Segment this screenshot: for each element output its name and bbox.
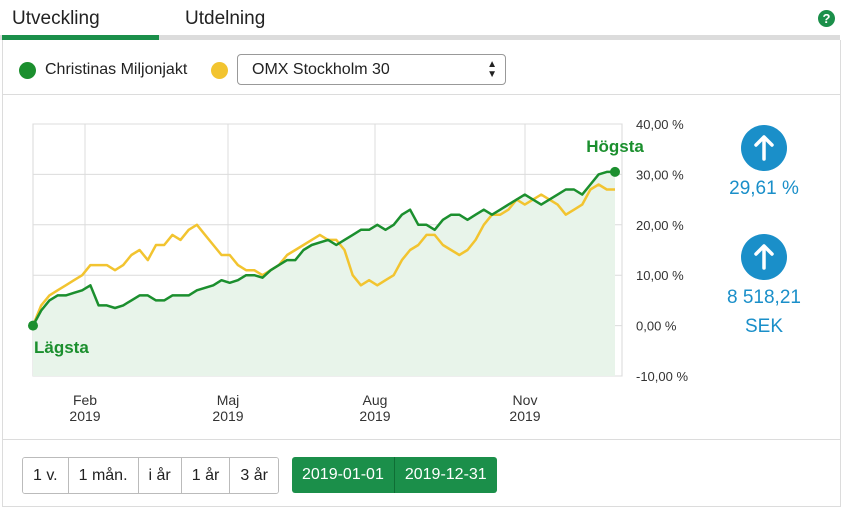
tab-utveckling[interactable]: Utveckling (12, 8, 100, 29)
fund-legend-dot (19, 62, 36, 79)
performance-chart[interactable]: 40,00 % 30,00 % 20,00 % 10,00 % 0,00 % -10,00… (0, 100, 700, 430)
select-arrows-icon: ▲ ▼ (487, 59, 497, 80)
active-tab-indicator (2, 35, 159, 40)
value-amount: 8 518,21 (727, 287, 801, 308)
fund-area-fill (33, 171, 615, 376)
y-tick-label: -10,00 % (636, 369, 688, 384)
compare-index-value: OMX Stockholm 30 (252, 61, 390, 78)
tab-utdelning[interactable]: Utdelning (185, 8, 266, 29)
x-tick-year: 2019 (69, 408, 100, 424)
x-tick-year: 2019 (359, 408, 390, 424)
max-point-marker (610, 166, 620, 177)
fund-series-line (31, 170, 615, 327)
y-tick-label: 0,00 % (636, 319, 677, 334)
divider (2, 94, 840, 95)
y-tick-label: 20,00 % (636, 218, 684, 233)
arrow-up-icon (741, 234, 787, 280)
x-tick-month: Feb (73, 392, 97, 408)
date-from-button[interactable]: 2019-01-01 (292, 457, 394, 493)
tab-underline (0, 35, 840, 40)
period-1w-button[interactable]: 1 v. (23, 458, 69, 493)
return-percent: 29,61 % (729, 178, 799, 199)
x-tick-year: 2019 (212, 408, 243, 424)
date-to-button[interactable]: 2019-12-31 (393, 457, 497, 493)
min-annotation: Lägsta (34, 338, 89, 357)
x-tick-month: Maj (217, 392, 240, 408)
min-point-marker (28, 320, 38, 331)
index-legend-dot (211, 62, 228, 79)
period-ytd-button[interactable]: i år (138, 458, 182, 493)
x-tick-month: Nov (513, 392, 538, 408)
question-circle-icon[interactable]: ? (818, 10, 835, 27)
arrow-up-icon (741, 125, 787, 171)
y-tick-label: 30,00 % (636, 167, 684, 182)
index-series-line (31, 183, 615, 327)
period-1y-button[interactable]: 1 år (181, 458, 231, 493)
tab-bar: Utveckling Utdelning ? (0, 0, 845, 40)
fund-legend-label: Christinas Miljonjakt (45, 61, 188, 78)
x-tick-month: Aug (363, 392, 388, 408)
x-tick-year: 2019 (509, 408, 540, 424)
value-currency: SEK (744, 316, 784, 337)
date-range-group: 2019-01-01 2019-12-31 (292, 457, 497, 493)
max-annotation: Högsta (586, 137, 644, 156)
y-tick-label: 10,00 % (636, 268, 684, 283)
y-tick-label: 40,00 % (636, 117, 684, 132)
compare-index-select[interactable]: OMX Stockholm 30 ▲ ▼ (237, 54, 506, 85)
period-3y-button[interactable]: 3 år (230, 458, 278, 493)
period-1m-button[interactable]: 1 mån. (68, 458, 139, 493)
divider (2, 439, 840, 440)
period-button-group: 1 v. 1 mån. i år 1 år 3 år (22, 457, 279, 494)
